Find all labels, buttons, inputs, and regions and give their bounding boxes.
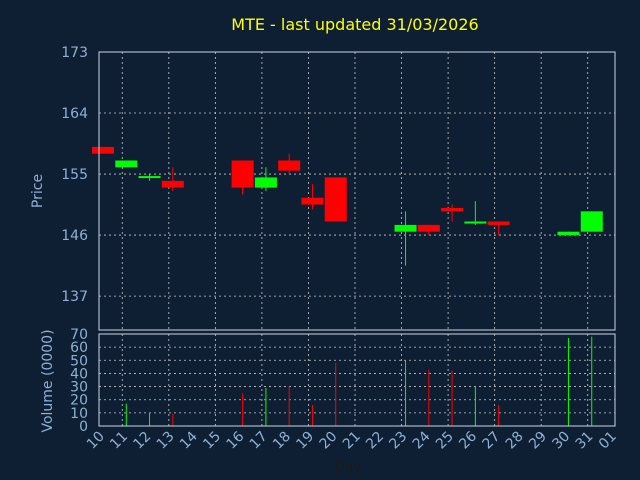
candle-body bbox=[417, 224, 440, 232]
volume-tick-label: 50 bbox=[70, 353, 88, 369]
price-ticks: 137 146 155 164 173 bbox=[61, 45, 88, 305]
volume-tick-label: 10 bbox=[70, 406, 88, 422]
candle-body bbox=[557, 231, 580, 236]
x-axis-label: Day bbox=[334, 459, 362, 475]
volume-grid bbox=[99, 334, 615, 426]
candle-body bbox=[441, 207, 464, 212]
x-tick-label: 30 bbox=[549, 429, 573, 453]
x-tick-label: 21 bbox=[340, 429, 364, 453]
candle-body bbox=[115, 160, 138, 168]
volume-tick-label: 0 bbox=[79, 419, 88, 435]
price-tick-label: 173 bbox=[61, 45, 88, 61]
price-tick-label: 146 bbox=[61, 228, 88, 244]
volume-panel-frame bbox=[98, 333, 616, 427]
volume-tick-label: 70 bbox=[70, 327, 88, 343]
candle-body bbox=[580, 211, 603, 232]
x-tick-label: 25 bbox=[433, 429, 457, 453]
volume-bars bbox=[125, 336, 593, 426]
x-tick-label: 15 bbox=[200, 429, 224, 453]
x-tick-label: 01 bbox=[596, 429, 620, 453]
candle-body bbox=[231, 160, 254, 188]
chart-title: MTE - last updated 31/03/2026 bbox=[231, 15, 478, 34]
x-tick-label: 31 bbox=[573, 429, 597, 453]
candle-body bbox=[464, 221, 487, 224]
x-tick-label: 26 bbox=[456, 428, 480, 452]
candle-body bbox=[92, 146, 114, 154]
x-tick-label: 16 bbox=[224, 428, 248, 452]
candle-body bbox=[278, 160, 301, 171]
volume-tick-label: 30 bbox=[70, 380, 88, 396]
x-tick-label: 19 bbox=[293, 429, 317, 453]
x-tick-label: 22 bbox=[363, 429, 387, 453]
x-tick-label: 14 bbox=[177, 428, 201, 452]
x-tick-label: 17 bbox=[247, 429, 271, 453]
x-tick-label: 11 bbox=[107, 429, 131, 453]
x-tick-label: 18 bbox=[270, 429, 294, 453]
x-axis-ticks: 10 11 12 13 14 15 16 17 18 19 20 21 22 23 24 25 26 27 28 29… bbox=[84, 428, 620, 452]
price-tick-label: 155 bbox=[61, 167, 88, 183]
volume-tick-label: 20 bbox=[70, 393, 88, 409]
x-tick-label: 13 bbox=[154, 429, 178, 453]
x-tick-label: 24 bbox=[410, 428, 434, 452]
price-axis-label: Price bbox=[30, 174, 46, 208]
price-tick-label: 137 bbox=[61, 289, 88, 305]
price-grid bbox=[99, 51, 615, 330]
price-tick-label: 164 bbox=[61, 106, 88, 122]
x-tick-label: 20 bbox=[317, 429, 341, 453]
x-tick-label: 23 bbox=[386, 429, 410, 453]
volume-axis-label: Volume (0000) bbox=[40, 329, 56, 432]
x-tick-label: 28 bbox=[503, 429, 527, 453]
candle-body bbox=[161, 180, 184, 188]
x-tick-label: 29 bbox=[526, 429, 550, 453]
candle-body bbox=[394, 224, 417, 232]
candle-body bbox=[487, 221, 510, 225]
candle-body bbox=[301, 197, 324, 205]
candle-body bbox=[138, 176, 161, 179]
candles bbox=[92, 146, 603, 266]
x-tick-label: 27 bbox=[480, 429, 504, 453]
price-panel-frame bbox=[98, 51, 616, 331]
candle-body bbox=[254, 177, 277, 188]
volume-tick-label: 40 bbox=[70, 366, 88, 382]
volume-tick-label: 60 bbox=[70, 340, 88, 356]
x-tick-label: 12 bbox=[130, 429, 154, 453]
candle-body bbox=[324, 177, 347, 222]
